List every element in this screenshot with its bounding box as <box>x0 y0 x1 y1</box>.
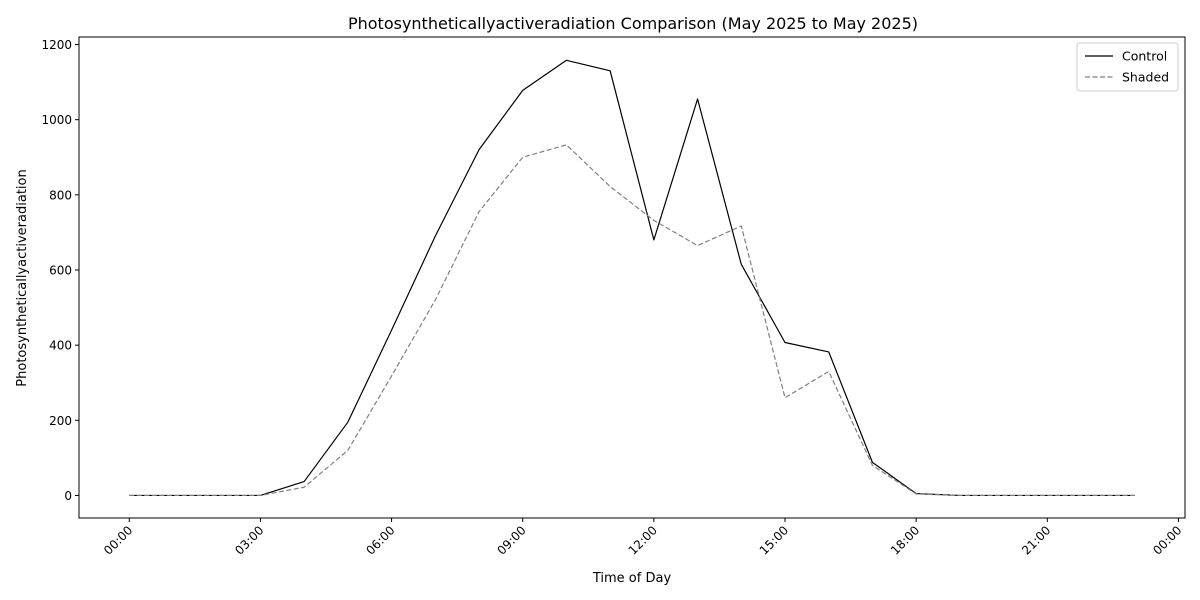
legend: Control Shaded <box>1076 42 1179 92</box>
y-tick-label: 200 <box>49 414 72 428</box>
y-tick-label: 0 <box>64 489 72 503</box>
y-tick-label: 800 <box>49 188 72 202</box>
y-tick-label: 1000 <box>41 113 72 127</box>
x-tick-label: 12:00 <box>626 523 660 557</box>
y-tick-label: 400 <box>49 339 72 353</box>
plot-frame <box>78 36 1186 519</box>
legend-label-shaded: Shaded <box>1122 70 1169 85</box>
x-axis-label: Time of Day <box>592 571 672 586</box>
series-line-shaded <box>129 144 1135 497</box>
legend-label-control: Control <box>1122 49 1167 64</box>
x-axis: 00:00 03:00 06:00 09:00 12:00 15:00 18:00 21:00… <box>101 518 1185 558</box>
y-tick-label: 600 <box>49 263 72 277</box>
y-tick-label: 1200 <box>41 38 72 52</box>
x-tick-label: 09:00 <box>494 523 528 557</box>
x-tick-label: 15:00 <box>757 523 791 557</box>
x-tick-label: 18:00 <box>888 523 922 557</box>
series-line-control <box>129 59 1135 497</box>
y-axis: 0 200 400 600 800 1000 1200 <box>41 38 79 503</box>
y-axis-label: Photosyntheticallyactiveradiation <box>15 169 30 386</box>
legend-box <box>1076 42 1179 92</box>
chart-title: Photosyntheticallyactiveradiation Compar… <box>348 14 918 33</box>
plot-lines <box>129 59 1135 497</box>
x-tick-label: 06:00 <box>363 523 397 557</box>
x-tick-label: 03:00 <box>232 523 266 557</box>
x-tick-label: 00:00 <box>1150 523 1184 557</box>
x-tick-label: 00:00 <box>101 523 135 557</box>
x-tick-label: 21:00 <box>1019 523 1053 557</box>
